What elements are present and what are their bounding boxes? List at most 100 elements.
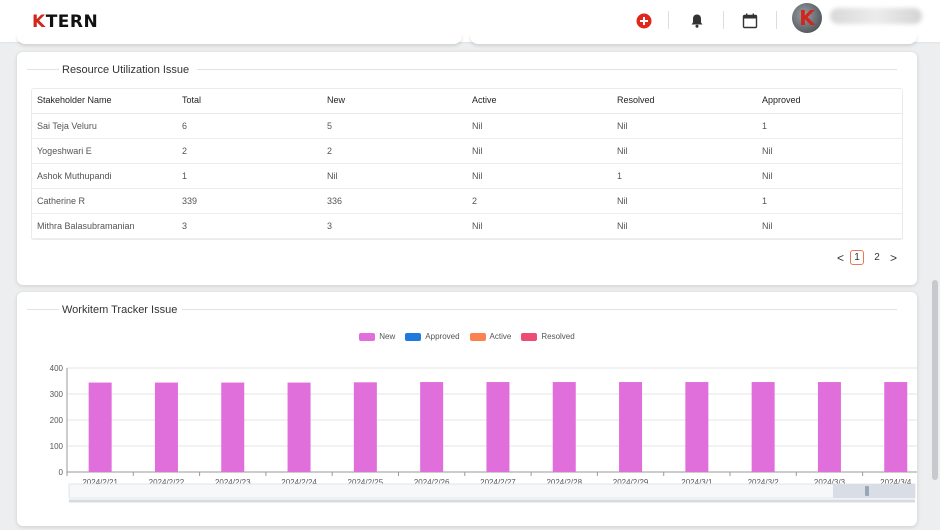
avatar[interactable]: K [792, 3, 822, 33]
user-name-blurred[interactable] [830, 8, 922, 24]
column-header[interactable]: New [321, 88, 466, 114]
resource-utilization-card: Resource Utilization Issue Stakeholder N… [17, 52, 917, 285]
table-row[interactable]: Ashok Muthupandi 1 Nil Nil 1 Nil [31, 163, 903, 189]
avatar-letter: K [799, 6, 815, 30]
table-cell: Nil [756, 138, 903, 164]
x-tick-label: 2024/2/22 [149, 478, 185, 487]
x-tick-label: 2024/3/1 [681, 478, 713, 487]
previous-card-edge [470, 34, 917, 44]
bar-new [88, 382, 112, 472]
workitem-tracker-card: Workitem Tracker Issue New Approved Active… [17, 292, 917, 526]
y-tick-label: 400 [50, 364, 64, 373]
logo-k: K [32, 12, 46, 32]
bell-icon[interactable] [686, 10, 708, 32]
legend-swatch [521, 332, 538, 341]
table-cell: 1 [756, 188, 903, 214]
bar-new [884, 382, 908, 472]
table-cell: 1 [611, 163, 756, 189]
bar-new [486, 382, 510, 472]
x-tick-label: 2024/3/2 [748, 478, 780, 487]
table-cell: Nil [466, 113, 611, 139]
bar-new [685, 382, 709, 472]
table-cell: Nil [466, 163, 611, 189]
page-scrollbar[interactable] [932, 280, 938, 480]
table-cell: Catherine R [31, 188, 176, 214]
table-cell: Nil [611, 138, 756, 164]
title-rule [27, 309, 59, 310]
table-cell: Nil [611, 188, 756, 214]
calendar-icon[interactable] [739, 10, 761, 32]
page-2-button[interactable]: 2 [874, 252, 880, 263]
bar-new [552, 382, 576, 472]
column-header[interactable]: Active [466, 88, 611, 114]
table-cell: 1 [756, 113, 903, 139]
legend-swatch [359, 332, 376, 341]
legend-item[interactable]: New [359, 332, 395, 341]
column-header[interactable]: Approved [756, 88, 903, 114]
next-page-button[interactable]: > [889, 250, 897, 265]
bar-new [817, 382, 841, 472]
x-tick-label: 2024/2/21 [82, 478, 118, 487]
x-tick-label: 2024/2/24 [281, 478, 317, 487]
table-row[interactable]: Mithra Balasubramanian 3 3 Nil Nil Nil [31, 213, 903, 239]
toolbar-divider [668, 11, 669, 29]
title-rule [182, 309, 897, 310]
add-circle-icon[interactable] [633, 10, 655, 32]
table-cell: 6 [176, 113, 321, 139]
table-cell: Sai Teja Veluru [31, 113, 176, 139]
page-1-button[interactable]: 1 [849, 250, 864, 265]
bar-new [619, 382, 643, 472]
table-row[interactable]: Catherine R 339 336 2 Nil 1 [31, 188, 903, 214]
previous-card-edge [17, 34, 462, 44]
ktern-logo[interactable]: KTERN [32, 12, 98, 32]
zoom-slider-handle [865, 486, 869, 496]
workitem-bar-chart: 0 100 200 300 400 2024/2/21 2024/2/22 2024/2/23… [50, 364, 917, 503]
legend-swatch [405, 332, 422, 341]
prev-page-button[interactable]: < [836, 250, 844, 265]
y-tick-label: 100 [50, 442, 64, 451]
title-rule [27, 69, 59, 70]
table-cell: Nil [611, 213, 756, 239]
y-tick-label: 200 [50, 416, 64, 425]
logo-text: TERN [45, 12, 99, 32]
legend-item[interactable]: Resolved [521, 332, 575, 341]
x-tick-label: 2024/2/29 [613, 478, 649, 487]
table-cell: Nil [611, 113, 756, 139]
card-title: Resource Utilization Issue [62, 64, 190, 76]
x-tick-label: 2024/2/26 [414, 478, 450, 487]
table-cell: 3 [176, 213, 321, 239]
toolbar-divider [723, 11, 724, 29]
table-body: Sai Teja Veluru 6 5 Nil Nil 1 Yogeshwari E 2 2 Ni… [31, 113, 903, 239]
legend-swatch [469, 332, 486, 341]
pagination: < 1 2 > [837, 250, 897, 265]
legend-item[interactable]: Approved [405, 332, 460, 341]
table-cell: Nil [466, 138, 611, 164]
column-header[interactable]: Resolved [611, 88, 756, 114]
legend-item[interactable]: Active [469, 332, 512, 341]
table-cell: 339 [176, 188, 321, 214]
x-tick-label: 2024/2/28 [546, 478, 582, 487]
title-rule [197, 69, 897, 70]
y-tick-label: 0 [59, 468, 64, 477]
column-header[interactable]: Total [176, 88, 321, 114]
table-cell: 2 [321, 138, 466, 164]
bar-new [287, 382, 311, 472]
legend-label: New [379, 332, 396, 341]
zoom-slider-track [68, 483, 916, 499]
x-tick-label: 2024/2/27 [480, 478, 516, 487]
table-row[interactable]: Yogeshwari E 2 2 Nil Nil Nil [31, 138, 903, 164]
legend-label: Active [489, 332, 512, 341]
table-cell: Nil [756, 213, 903, 239]
card-title: Workitem Tracker Issue [62, 304, 178, 316]
table-cell: 1 [176, 163, 321, 189]
table-cell: 2 [176, 138, 321, 164]
table-cell: Nil [321, 163, 466, 189]
legend-label: Approved [425, 332, 460, 341]
table-header-row: Stakeholder Name Total New Active Resolv… [31, 88, 903, 114]
bar-new [420, 382, 444, 472]
column-header[interactable]: Stakeholder Name [31, 88, 176, 114]
table-row[interactable]: Sai Teja Veluru 6 5 Nil Nil 1 [31, 113, 903, 139]
x-tick-label: 2024/3/4 [880, 478, 912, 487]
y-tick-label: 300 [50, 390, 64, 399]
x-tick-label: 2024/2/25 [348, 478, 384, 487]
